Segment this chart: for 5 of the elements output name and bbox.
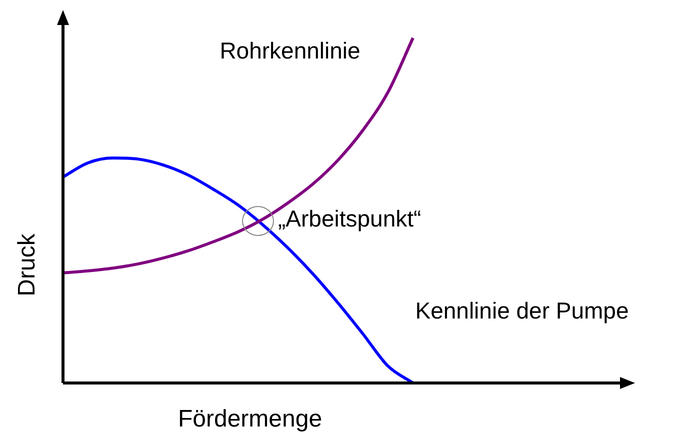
text: Kennlinie der Pumpe bbox=[415, 297, 629, 324]
series-label: Rohrkennlinie bbox=[220, 37, 360, 64]
y-axis-title: Druck bbox=[14, 232, 41, 296]
annotation: „Arbeitspunkt“ bbox=[278, 205, 422, 232]
x-axis-title: Fördermenge bbox=[178, 406, 322, 433]
